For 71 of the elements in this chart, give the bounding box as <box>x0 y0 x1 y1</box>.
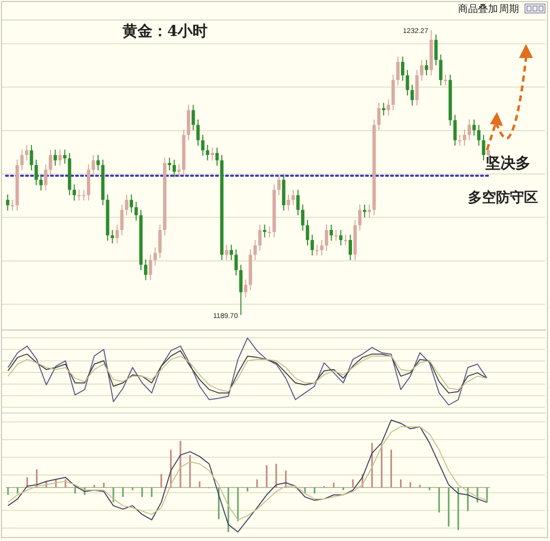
candlestick <box>315 244 319 256</box>
candlestick <box>124 194 128 216</box>
candlestick <box>344 234 348 246</box>
candlestick <box>330 224 333 242</box>
candlestick <box>301 204 304 232</box>
candlestick <box>348 234 352 261</box>
candlestick <box>134 201 138 222</box>
candlestick <box>434 34 438 66</box>
candlestick <box>6 194 10 212</box>
candlestick <box>277 174 281 196</box>
candlestick <box>410 84 414 106</box>
candlestick <box>324 224 328 252</box>
candlestick <box>115 224 119 244</box>
candlestick <box>468 119 471 141</box>
candlestick <box>368 204 372 218</box>
candlestick <box>296 189 300 216</box>
text: 周期 <box>499 3 519 15</box>
candlestick <box>401 56 404 82</box>
candlestick <box>396 56 400 86</box>
candlestick <box>444 74 448 86</box>
annotation: 坚决多 <box>484 154 530 172</box>
candlestick <box>44 164 48 191</box>
candlestick <box>215 147 219 166</box>
candlestick <box>382 102 386 116</box>
candlestick <box>320 240 324 256</box>
candlestick <box>10 199 14 212</box>
candlestick <box>234 248 238 276</box>
candlestick <box>192 104 195 131</box>
candlestick <box>377 102 381 131</box>
candlestick <box>268 226 272 238</box>
candlestick <box>253 240 257 261</box>
candlestick <box>196 119 200 146</box>
candlestick <box>92 154 95 176</box>
candlestick <box>96 154 100 171</box>
candlestick <box>386 98 390 116</box>
candlestick <box>210 147 214 161</box>
candlestick <box>201 134 204 156</box>
candlestick <box>362 204 366 218</box>
candlestick <box>144 258 148 281</box>
text: 商品叠加 <box>458 3 498 15</box>
candlestick <box>244 279 248 298</box>
candlestick <box>258 224 262 252</box>
candlestick <box>420 59 424 82</box>
chart-title: 黄金：4小时 <box>121 22 208 40</box>
candlestick <box>477 124 480 146</box>
candlestick <box>154 246 157 266</box>
candlestick <box>310 234 314 256</box>
candlestick <box>439 54 442 86</box>
candlestick <box>292 189 295 206</box>
candlestick <box>262 224 266 238</box>
candlestick <box>20 149 24 171</box>
candlestick <box>63 149 66 164</box>
candlestick <box>148 254 152 281</box>
candlestick <box>130 194 134 214</box>
annotation: 多空防守区 <box>468 189 538 206</box>
candlestick <box>230 244 234 261</box>
candlestick <box>172 159 176 178</box>
candlestick <box>458 134 462 146</box>
candlestick <box>34 159 38 186</box>
candlestick <box>334 229 338 242</box>
candlestick <box>25 144 28 161</box>
candlestick <box>72 184 76 202</box>
candlestick <box>462 129 466 146</box>
candlestick <box>120 204 124 236</box>
candlestick <box>339 229 342 246</box>
candlestick <box>358 204 362 232</box>
candlestick <box>453 114 457 146</box>
candlestick <box>58 149 62 166</box>
candlestick <box>54 149 57 166</box>
candlestick <box>110 229 114 244</box>
candlestick <box>239 264 243 316</box>
